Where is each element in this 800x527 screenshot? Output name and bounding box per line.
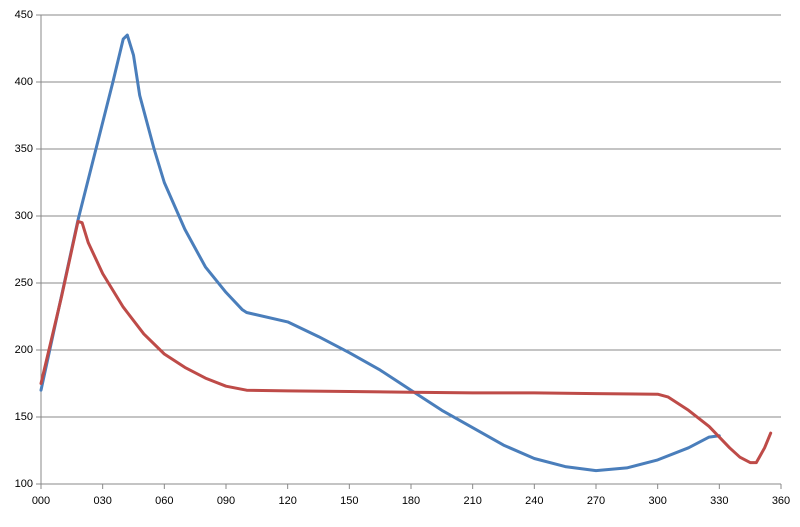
y-tick-label: 450 [15,9,33,21]
y-tick-label: 250 [15,277,33,289]
series-line [39,219,773,465]
x-tick-label: 090 [217,495,235,507]
x-tick-label: 300 [648,495,666,507]
x-tick-label: 180 [402,495,420,507]
x-tick-label: 330 [710,495,728,507]
y-tick-label: 300 [15,210,33,222]
y-tick-label: 200 [15,344,33,356]
y-tick-label: 350 [15,143,33,155]
x-tick-label: 240 [525,495,543,507]
y-tick-label: 400 [15,76,33,88]
y-tick-label: 100 [15,478,33,490]
series-line [39,33,721,473]
x-tick-label: 060 [155,495,173,507]
x-tick-label: 150 [340,495,358,507]
x-tick-label: 120 [278,495,296,507]
x-tick-label: 360 [772,495,790,507]
y-tick-label: 150 [15,411,33,423]
x-tick-label: 210 [463,495,481,507]
x-tick-label: 270 [587,495,605,507]
x-tick-label: 000 [32,495,50,507]
x-tick-label: 030 [93,495,111,507]
